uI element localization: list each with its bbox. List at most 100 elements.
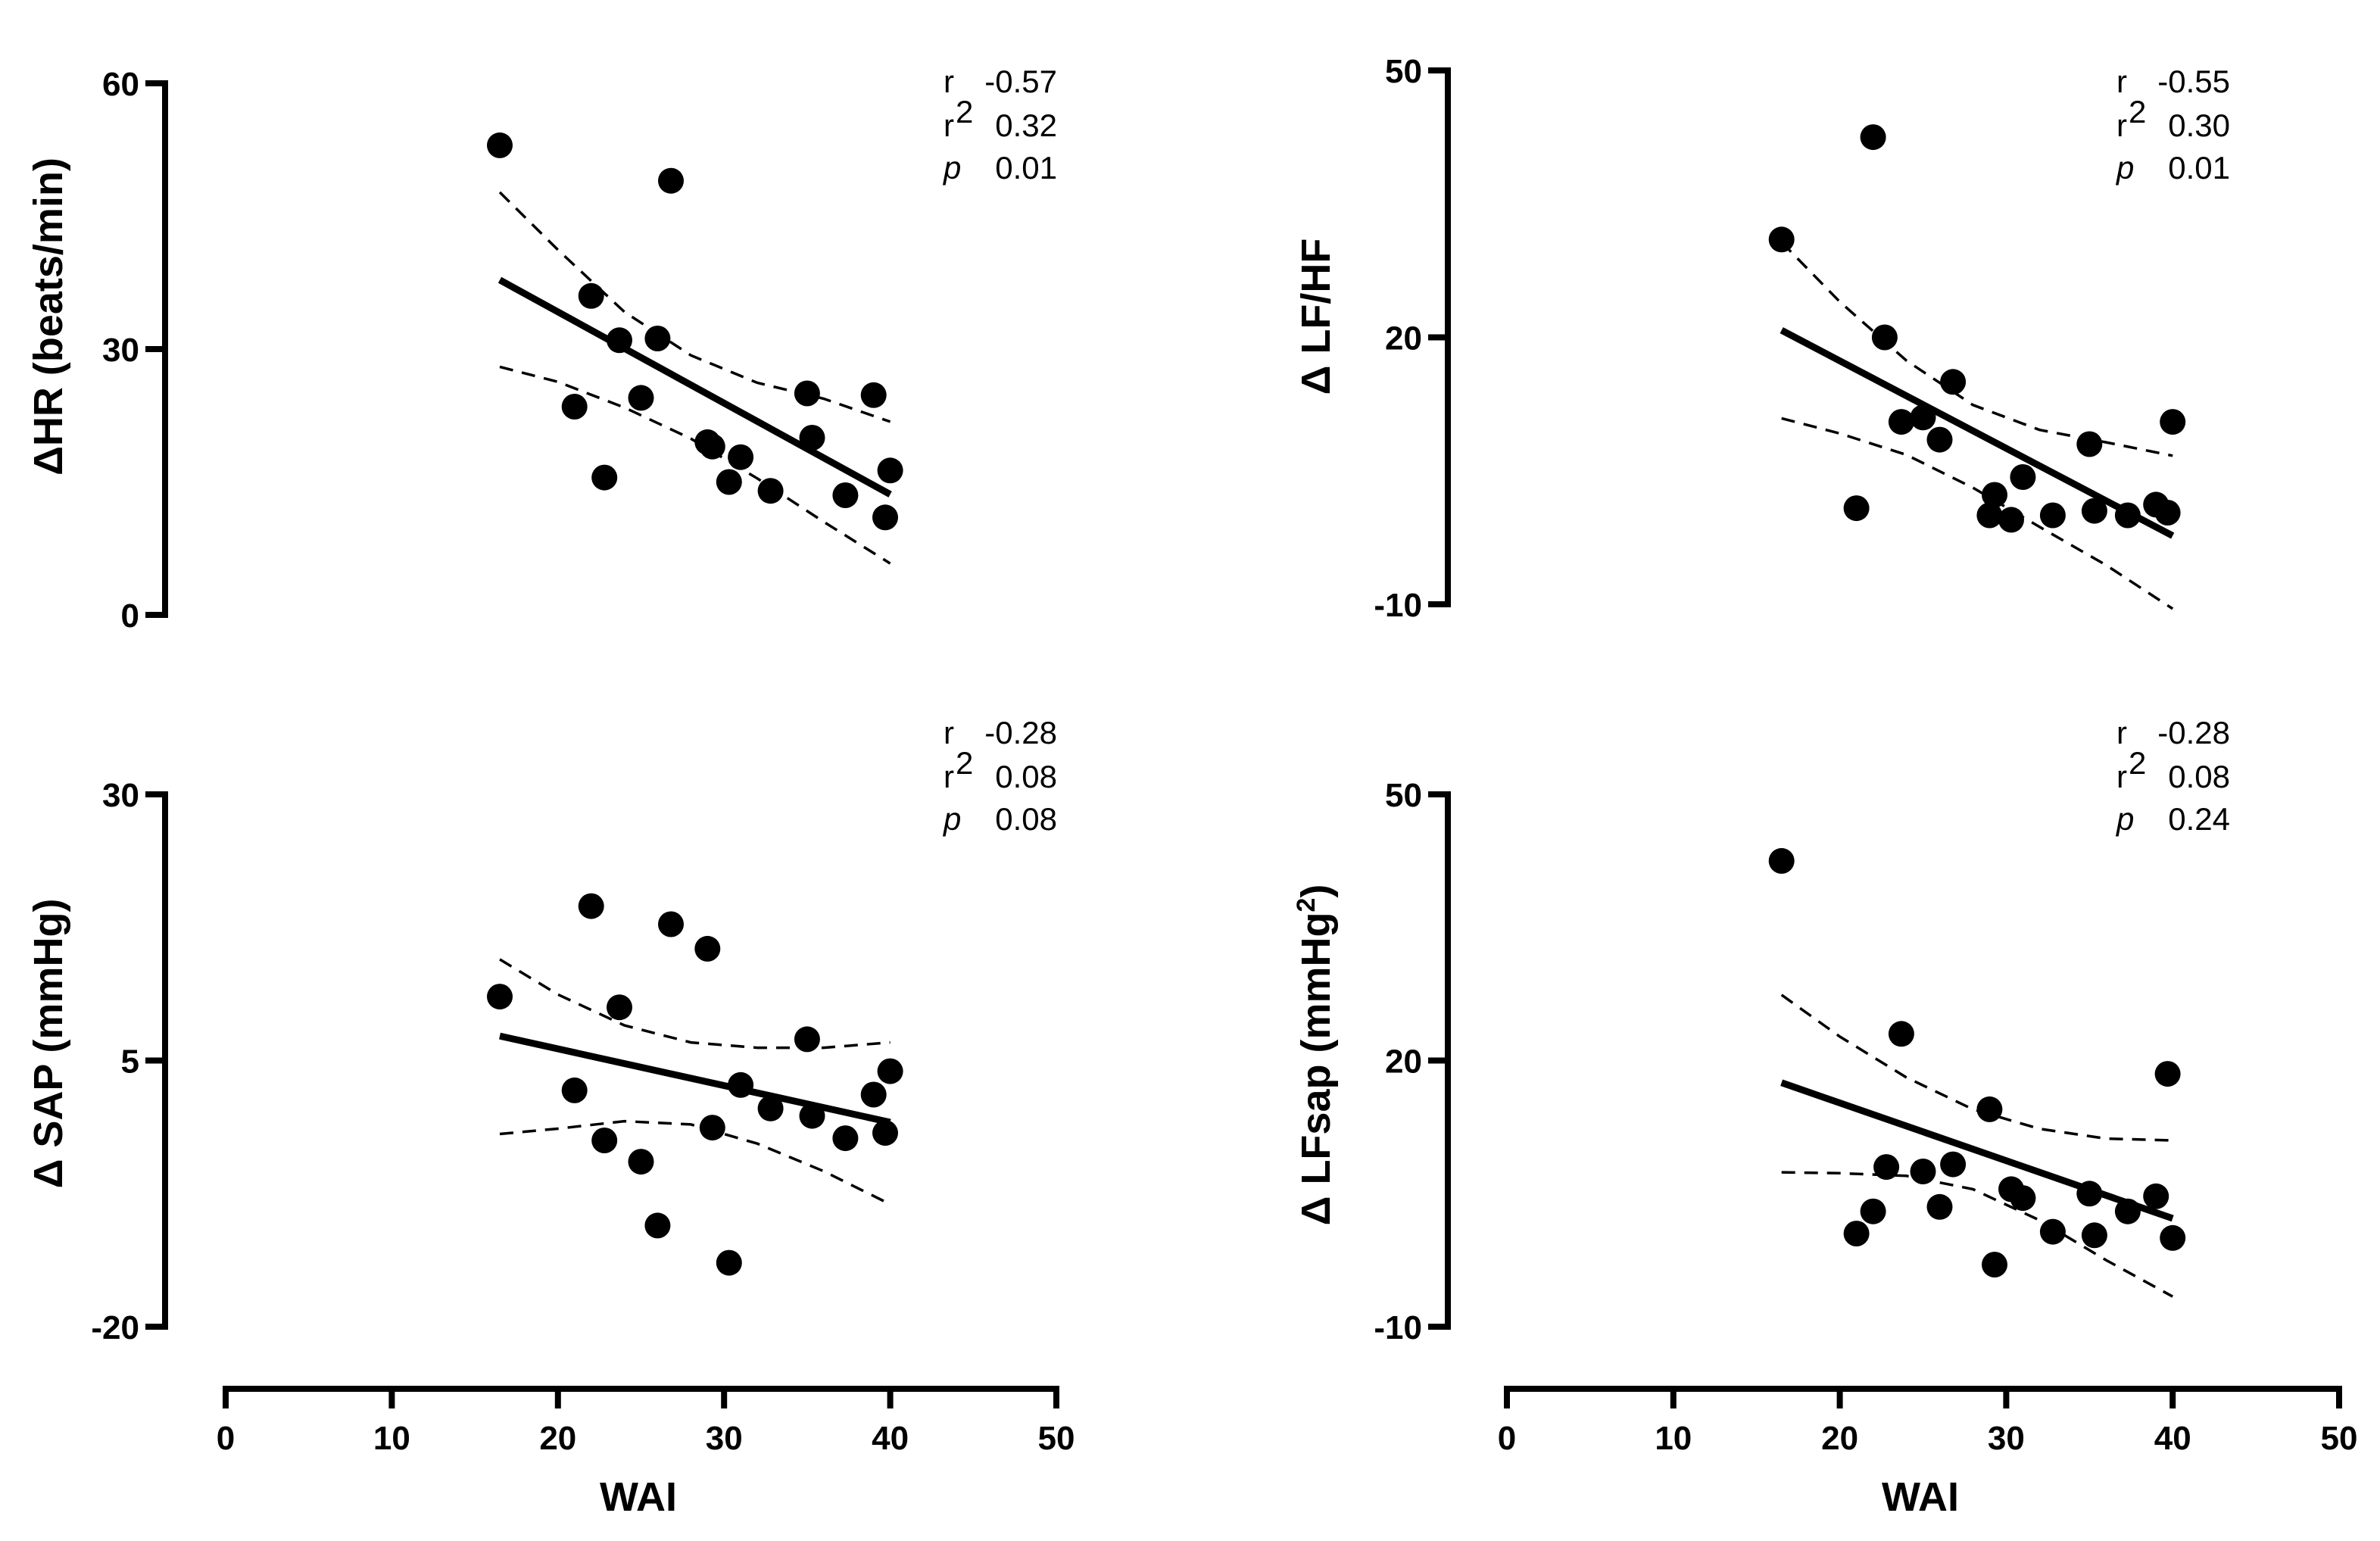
data-point bbox=[2160, 1224, 2186, 1251]
data-point bbox=[658, 911, 684, 937]
data-point bbox=[578, 282, 604, 309]
data-point bbox=[1998, 507, 2024, 533]
y-tick-label: -20 bbox=[91, 1309, 139, 1346]
stat-r2-superscript: 2 bbox=[2129, 745, 2146, 781]
data-point bbox=[1768, 226, 1795, 253]
data-point bbox=[1976, 502, 2003, 529]
data-point bbox=[716, 1249, 742, 1276]
stat-r2-superscript: 2 bbox=[956, 94, 973, 129]
regression-line bbox=[1780, 1079, 2174, 1222]
data-point bbox=[794, 380, 820, 407]
y-axis-label: ΔHR (beats/min) bbox=[26, 158, 71, 476]
data-point bbox=[1976, 1096, 2003, 1122]
y-tick-label: 5 bbox=[121, 1043, 139, 1081]
y-tick-label: 60 bbox=[102, 66, 139, 103]
stat-r2-value: 0.32 bbox=[995, 108, 1057, 143]
ci-upper-line bbox=[499, 958, 891, 1050]
regression-line bbox=[498, 276, 892, 498]
y-axis-label: Δ LFsap (mmHg2) bbox=[1292, 884, 1339, 1226]
data-point bbox=[1860, 1198, 1886, 1224]
x-tick-label: 30 bbox=[706, 1420, 743, 1457]
x-tick-label: 30 bbox=[1988, 1420, 2025, 1457]
stat-r2-superscript: 2 bbox=[956, 745, 973, 781]
data-point bbox=[1940, 369, 1967, 395]
data-point bbox=[1910, 404, 1936, 431]
data-point bbox=[1940, 1151, 1967, 1178]
data-point bbox=[1926, 426, 1953, 453]
stat-r2-superscript: 2 bbox=[2129, 94, 2146, 129]
data-point bbox=[1982, 482, 2007, 508]
stat-r-label: r bbox=[944, 715, 954, 750]
data-point bbox=[877, 1058, 903, 1084]
stat-r-label: r bbox=[2116, 64, 2127, 99]
x-tick-label: 20 bbox=[1821, 1420, 1858, 1457]
panel-delta-sap: Δ SAP (mmHg) r -0.28 r 2 0.08 p 0.08 -20 5 30 bbox=[26, 715, 1057, 1346]
stat-r2-value: 0.08 bbox=[995, 759, 1057, 794]
data-point bbox=[2081, 498, 2107, 524]
x-tick-label: 10 bbox=[373, 1420, 410, 1457]
data-point bbox=[699, 433, 725, 460]
y-tick-label: 20 bbox=[1385, 1043, 1422, 1081]
ci-upper-line bbox=[498, 191, 891, 423]
data-point bbox=[728, 1072, 754, 1098]
x-tick-label: 0 bbox=[217, 1420, 235, 1457]
y-tick-label: -10 bbox=[1374, 587, 1422, 624]
data-point bbox=[2143, 1183, 2169, 1209]
x-tick-label: 20 bbox=[539, 1420, 576, 1457]
stat-p-label: p bbox=[2115, 150, 2134, 186]
stat-r2-label: r bbox=[944, 108, 954, 143]
y-tick-label: 50 bbox=[1385, 777, 1422, 814]
data-point bbox=[799, 425, 825, 451]
data-point bbox=[2114, 502, 2141, 529]
stats-block: r -0.55 r 2 0.30 p 0.01 bbox=[2115, 64, 2230, 186]
data-point bbox=[561, 394, 588, 420]
data-point bbox=[799, 1103, 825, 1129]
data-point bbox=[658, 167, 684, 194]
data-point bbox=[1910, 1159, 1936, 1184]
data-point bbox=[591, 1128, 618, 1153]
data-point bbox=[877, 457, 903, 484]
stats-block: r -0.28 r 2 0.08 p 0.08 bbox=[942, 715, 1057, 837]
data-point bbox=[2010, 464, 2036, 490]
panel-delta-lfhf: Δ LF/HF r -0.55 r 2 0.30 p 0.01 -10 20 50 bbox=[1293, 53, 2230, 624]
ci-upper-line bbox=[1780, 994, 2173, 1142]
data-point bbox=[2076, 1181, 2103, 1207]
y-tick-label: 50 bbox=[1385, 53, 1422, 90]
data-point bbox=[2010, 1185, 2036, 1212]
data-point bbox=[644, 1212, 671, 1239]
data-point bbox=[2154, 500, 2181, 526]
data-point bbox=[1843, 1221, 1870, 1246]
data-point bbox=[794, 1026, 820, 1053]
data-point bbox=[2114, 1198, 2141, 1224]
stat-r-value: -0.28 bbox=[984, 715, 1057, 750]
data-point bbox=[1873, 1154, 1900, 1181]
stat-p-label: p bbox=[2115, 801, 2134, 837]
y-axis-label: Δ SAP (mmHg) bbox=[26, 899, 71, 1189]
data-point bbox=[1888, 1021, 1914, 1047]
stat-p-value: 0.01 bbox=[995, 150, 1057, 186]
regression-line bbox=[1780, 327, 2175, 539]
data-point bbox=[1871, 324, 1898, 351]
stat-r2-value: 0.08 bbox=[2168, 759, 2230, 794]
stat-r2-label: r bbox=[2116, 759, 2127, 794]
data-point bbox=[578, 893, 604, 919]
x-axis-label: WAI bbox=[1882, 1474, 1959, 1520]
y-tick-label: 30 bbox=[102, 777, 139, 814]
data-point bbox=[487, 984, 513, 1010]
x-axis-left: WAI 0 10 20 30 40 50 bbox=[217, 1386, 1075, 1520]
data-point bbox=[757, 478, 784, 504]
data-point bbox=[1843, 495, 1870, 522]
data-point bbox=[728, 444, 754, 470]
ci-lower-line bbox=[1781, 1171, 2174, 1298]
data-point bbox=[561, 1077, 588, 1103]
data-point bbox=[2160, 409, 2186, 435]
data-point bbox=[487, 132, 513, 158]
data-point bbox=[644, 326, 671, 351]
stat-p-value: 0.24 bbox=[2168, 801, 2230, 837]
panel-delta-hr: ΔHR (beats/min) r -0.57 r 2 0.32 p 0.01 0 30 60 bbox=[26, 64, 1057, 635]
ci-lower-line bbox=[499, 1119, 891, 1206]
data-point bbox=[2076, 431, 2103, 457]
regression-line bbox=[499, 1032, 891, 1126]
stat-p-label: p bbox=[942, 150, 961, 186]
